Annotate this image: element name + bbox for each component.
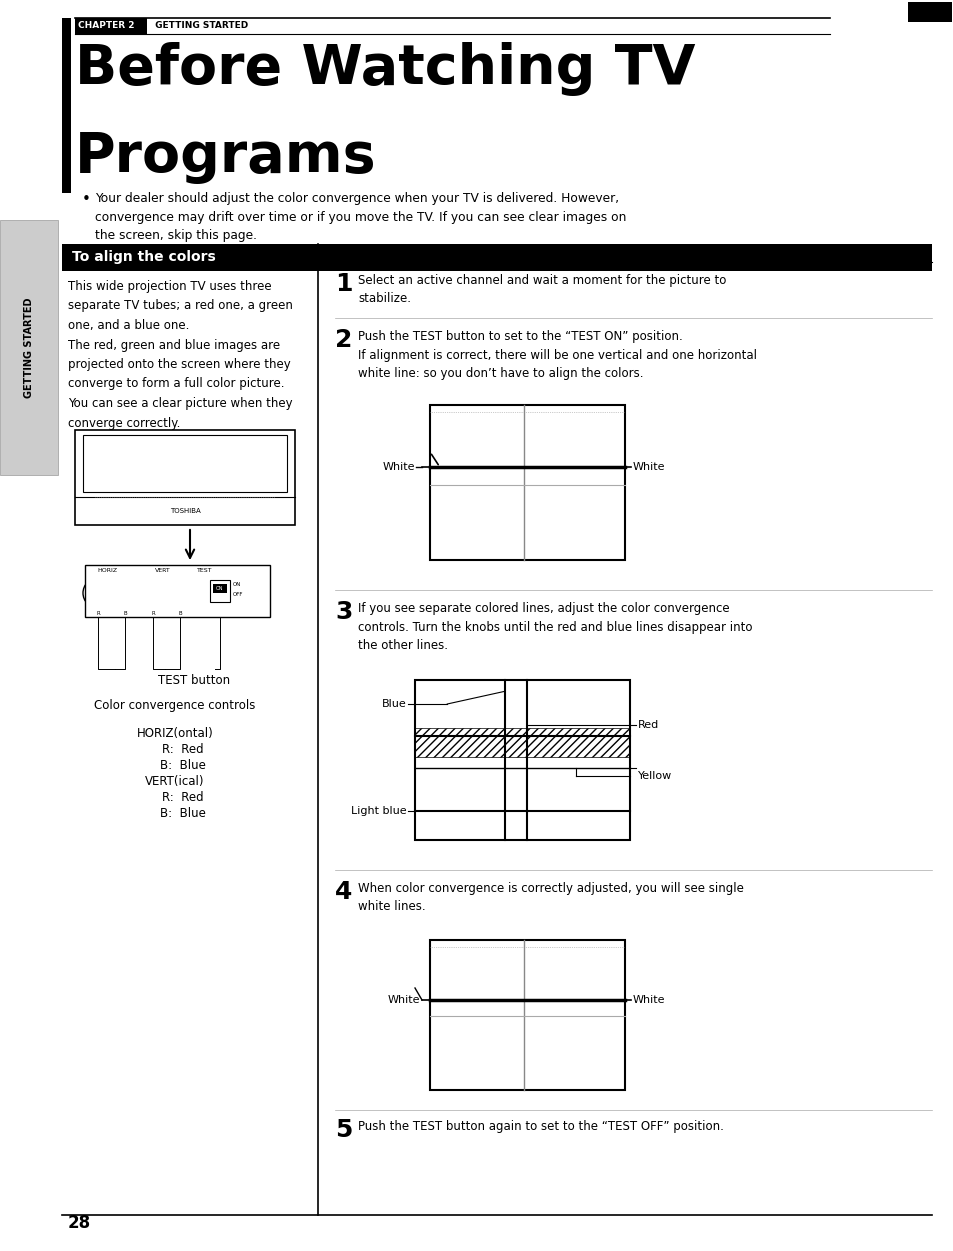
Text: R:  Red: R: Red bbox=[147, 791, 203, 804]
Text: TEST button: TEST button bbox=[157, 674, 230, 687]
Text: B:  Blue: B: Blue bbox=[145, 759, 205, 772]
Bar bbox=[514, 415, 533, 423]
Bar bbox=[419, 729, 427, 743]
Text: 1: 1 bbox=[335, 271, 352, 296]
Text: Blue: Blue bbox=[382, 699, 407, 709]
Text: GETTING STARTED: GETTING STARTED bbox=[24, 298, 34, 398]
Bar bbox=[430, 940, 624, 1090]
Circle shape bbox=[165, 578, 194, 608]
Bar bbox=[496, 817, 515, 824]
Bar bbox=[430, 405, 624, 560]
Bar bbox=[436, 459, 443, 474]
Text: HORIZ(ontal): HORIZ(ontal) bbox=[136, 727, 213, 741]
Text: OFF: OFF bbox=[233, 592, 243, 597]
Text: Push the TEST button to set to the “TEST ON” position.
If alignment is correct, : Push the TEST button to set to the “TEST… bbox=[357, 330, 757, 380]
Circle shape bbox=[83, 578, 112, 608]
Bar bbox=[597, 459, 605, 474]
Bar bbox=[514, 1067, 533, 1075]
Text: White: White bbox=[387, 995, 419, 1005]
Text: To check and align the colors: To check and align the colors bbox=[335, 245, 539, 259]
Text: HORIZ: HORIZ bbox=[97, 568, 117, 573]
Bar bbox=[415, 728, 629, 757]
Bar bbox=[75, 430, 294, 525]
Bar bbox=[496, 687, 515, 696]
Text: Select an active channel and wait a moment for the picture to
stabilize.: Select an active channel and wait a mome… bbox=[357, 274, 725, 305]
Circle shape bbox=[88, 583, 108, 603]
Circle shape bbox=[110, 578, 140, 608]
Text: CHAPTER 2: CHAPTER 2 bbox=[78, 21, 134, 30]
Text: •: • bbox=[82, 191, 91, 206]
Text: Programs: Programs bbox=[75, 130, 376, 184]
Circle shape bbox=[138, 578, 168, 608]
Text: 28: 28 bbox=[68, 1213, 91, 1232]
Text: 2: 2 bbox=[335, 328, 352, 352]
Bar bbox=[213, 584, 227, 593]
Text: TOSHIBA: TOSHIBA bbox=[170, 508, 200, 514]
Text: This wide projection TV uses three
separate TV tubes; a red one, a green
one, an: This wide projection TV uses three separ… bbox=[68, 280, 293, 429]
Circle shape bbox=[170, 583, 190, 603]
Text: GETTING STARTED: GETTING STARTED bbox=[152, 21, 248, 30]
Bar bbox=[62, 18, 71, 193]
Bar bbox=[514, 950, 533, 957]
Text: VERT: VERT bbox=[155, 568, 171, 573]
Bar bbox=[597, 992, 605, 1007]
Text: White: White bbox=[382, 462, 415, 472]
Text: 4: 4 bbox=[335, 879, 352, 904]
Circle shape bbox=[115, 583, 135, 603]
Text: White: White bbox=[633, 462, 665, 472]
Text: To align the colors: To align the colors bbox=[71, 250, 215, 264]
Text: R:  Red: R: Red bbox=[147, 743, 203, 756]
Text: 3: 3 bbox=[335, 600, 352, 624]
Text: R: R bbox=[96, 610, 100, 615]
Circle shape bbox=[143, 583, 163, 603]
Text: B: B bbox=[178, 610, 182, 615]
Bar bbox=[514, 535, 533, 544]
Text: Before Watching TV: Before Watching TV bbox=[75, 43, 695, 96]
Text: White: White bbox=[633, 995, 665, 1005]
Bar bbox=[436, 992, 443, 1007]
Text: B:  Blue: B: Blue bbox=[145, 807, 205, 819]
Bar bbox=[0, 220, 58, 475]
Text: VERT(ical): VERT(ical) bbox=[145, 776, 205, 788]
Text: ON: ON bbox=[216, 585, 224, 590]
Text: Color convergence controls: Color convergence controls bbox=[94, 699, 255, 712]
Text: 5: 5 bbox=[335, 1118, 352, 1142]
Bar bbox=[210, 580, 230, 602]
Text: Your dealer should adjust the color convergence when your TV is delivered. Howev: Your dealer should adjust the color conv… bbox=[95, 191, 626, 241]
Text: Push the TEST button again to set to the “TEST OFF” position.: Push the TEST button again to set to the… bbox=[357, 1120, 723, 1133]
Text: R: R bbox=[151, 610, 154, 615]
Bar bbox=[907, 3, 951, 23]
Text: Red: Red bbox=[638, 719, 659, 729]
Text: Light blue: Light blue bbox=[351, 806, 407, 816]
Text: B: B bbox=[123, 610, 127, 615]
Text: TEST: TEST bbox=[197, 568, 213, 573]
Bar bbox=[83, 435, 287, 492]
Text: Yellow: Yellow bbox=[638, 771, 672, 781]
Bar bbox=[415, 681, 629, 839]
Bar bbox=[599, 729, 608, 743]
Text: If you see separate colored lines, adjust the color convergence
controls. Turn t: If you see separate colored lines, adjus… bbox=[357, 602, 752, 652]
Text: ON: ON bbox=[233, 582, 241, 587]
Bar bbox=[85, 565, 270, 617]
Bar bbox=[62, 244, 931, 271]
Bar bbox=[75, 18, 147, 34]
Text: When color convergence is correctly adjusted, you will see single
white lines.: When color convergence is correctly adju… bbox=[357, 882, 743, 913]
